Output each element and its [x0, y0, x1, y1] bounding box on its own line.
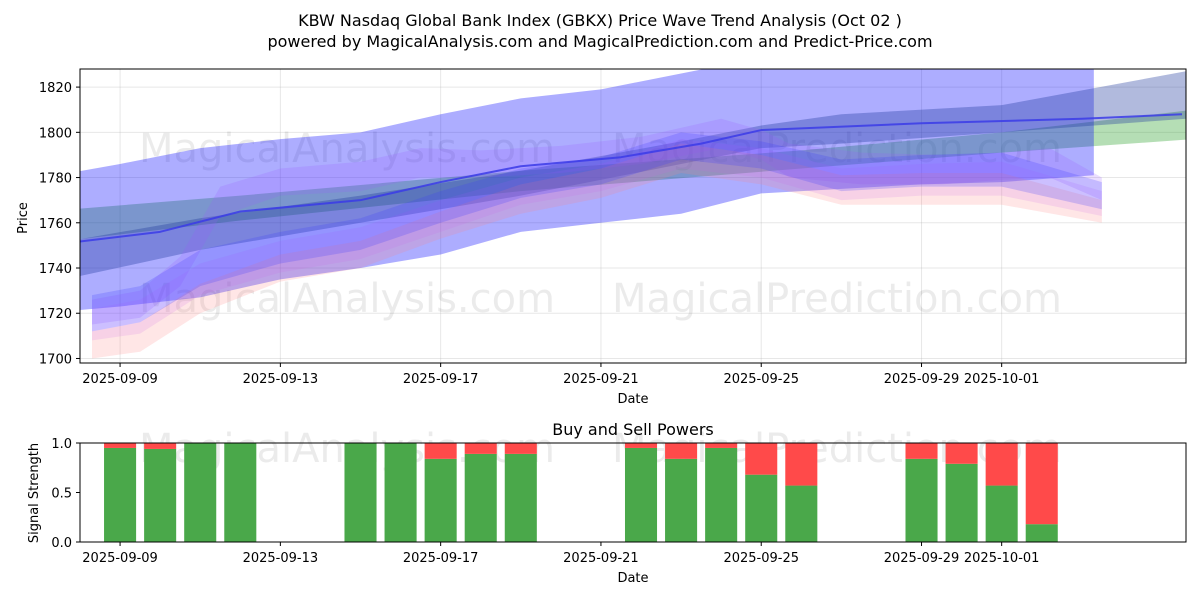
- chart-title: KBW Nasdaq Global Bank Index (GBKX) Pric…: [298, 11, 902, 30]
- series-magenta-wave: [92, 139, 1102, 341]
- price-y-tick-label: 1820: [39, 81, 72, 96]
- buy-bar: [224, 443, 257, 542]
- price-y-tick-label: 1780: [39, 172, 72, 187]
- signal-x-tick-label: 2025-09-13: [243, 551, 319, 566]
- price-y-tick-label: 1740: [39, 262, 72, 277]
- price-y-axis-label: Price: [16, 202, 31, 234]
- price-plot-frame: [79, 68, 1187, 364]
- signal-x-tick-label: 2025-09-17: [403, 551, 479, 566]
- buy-bar: [705, 447, 738, 542]
- price-x-tick-label: 2025-09-25: [723, 372, 799, 387]
- signal-y-tick-label: 0.5: [51, 487, 72, 502]
- chart-subtitle: powered by MagicalAnalysis.com and Magic…: [267, 32, 932, 51]
- price-x-tick-label: 2025-09-21: [563, 372, 639, 387]
- price-y-tick-label: 1720: [39, 307, 72, 322]
- sell-bar: [1025, 443, 1058, 525]
- sell-bar: [424, 443, 457, 459]
- sell-bar: [905, 443, 938, 459]
- buy-bar: [905, 458, 938, 542]
- price-y-tick-label: 1800: [39, 126, 72, 141]
- buy-bar: [144, 448, 177, 542]
- buy-bar: [104, 447, 137, 542]
- price-x-tick-label: 2025-09-13: [243, 372, 319, 387]
- sell-bar: [624, 443, 658, 448]
- price-y-tick-label: 1700: [39, 352, 72, 367]
- signal-bars: [104, 443, 1058, 542]
- sell-bar: [665, 443, 698, 459]
- sell-bar: [945, 443, 978, 464]
- series-trend-line: [80, 113, 1183, 243]
- series-red-wave: [92, 143, 1102, 359]
- buy-bar: [985, 485, 1018, 542]
- series-upper-band: [80, 71, 1186, 277]
- buy-bar: [785, 485, 818, 542]
- buy-bar: [424, 458, 457, 542]
- price-grid: [80, 69, 1186, 363]
- series-wide-band: [80, 69, 1094, 311]
- buy-bar: [745, 474, 778, 542]
- signal-y-ticks: 0.0 0.5 1.0: [51, 437, 80, 551]
- price-y-tick-label: 1760: [39, 217, 72, 232]
- signal-x-tick-label: 2025-09-25: [723, 551, 799, 566]
- price-watermark: MagicalPrediction.com: [612, 126, 1062, 172]
- price-chart: MagicalAnalysis.com MagicalPrediction.com…: [16, 68, 1187, 407]
- series-purple-wave: [92, 118, 1102, 325]
- price-x-tick-label: 2025-09-17: [403, 372, 479, 387]
- buy-bar: [945, 463, 978, 542]
- sell-bar: [464, 443, 497, 454]
- sell-bar: [785, 443, 818, 486]
- series-blue-wave: [92, 132, 1102, 332]
- price-watermark: MagicalAnalysis.com: [139, 276, 555, 322]
- price-x-tick-label: 2025-10-01: [964, 372, 1040, 387]
- buy-bar: [504, 453, 537, 542]
- signal-x-ticks: 2025-09-09 2025-09-13 2025-09-17 2025-09-21…: [82, 542, 1039, 566]
- price-y-ticks: 1700 1720 1740 1760 1780 1800 1820: [39, 81, 80, 367]
- price-watermark: MagicalAnalysis.com: [139, 126, 555, 172]
- signal-x-tick-label: 2025-09-21: [563, 551, 639, 566]
- buy-bar: [344, 443, 377, 542]
- signal-y-tick-label: 0.0: [51, 536, 72, 551]
- sell-bar: [504, 443, 537, 454]
- sell-bar: [985, 443, 1018, 486]
- price-watermarks: MagicalAnalysis.com MagicalPrediction.com…: [139, 126, 1062, 322]
- signal-x-tick-label: 2025-09-29: [884, 551, 960, 566]
- sell-bar: [104, 443, 137, 448]
- buy-bar: [624, 447, 658, 542]
- price-x-ticks: 2025-09-09 2025-09-13 2025-09-17 2025-09-21…: [82, 363, 1039, 387]
- price-x-axis-label: Date: [617, 392, 648, 407]
- buy-bar: [1025, 524, 1058, 542]
- buy-bar: [464, 453, 497, 542]
- signal-y-tick-label: 1.0: [51, 437, 72, 452]
- buy-bar: [384, 443, 417, 542]
- signal-x-axis-label: Date: [617, 571, 648, 586]
- series-green-band: [80, 110, 1186, 239]
- signal-x-tick-label: 2025-09-09: [82, 551, 158, 566]
- signal-y-axis-label: Signal Strength: [27, 443, 42, 543]
- buy-bar: [184, 443, 217, 542]
- signal-chart: Buy and Sell Powers MagicalAnalysis.comM…: [27, 420, 1187, 586]
- sell-bar: [144, 443, 177, 449]
- signal-x-tick-label: 2025-10-01: [964, 551, 1040, 566]
- signal-chart-title: Buy and Sell Powers: [552, 420, 714, 439]
- price-x-tick-label: 2025-09-09: [82, 372, 158, 387]
- price-bands: [80, 69, 1186, 359]
- sell-bar: [745, 443, 778, 475]
- buy-bar: [665, 458, 698, 542]
- sell-bar: [705, 443, 738, 448]
- price-x-tick-label: 2025-09-29: [884, 372, 960, 387]
- price-watermark: MagicalPrediction.com: [612, 276, 1062, 322]
